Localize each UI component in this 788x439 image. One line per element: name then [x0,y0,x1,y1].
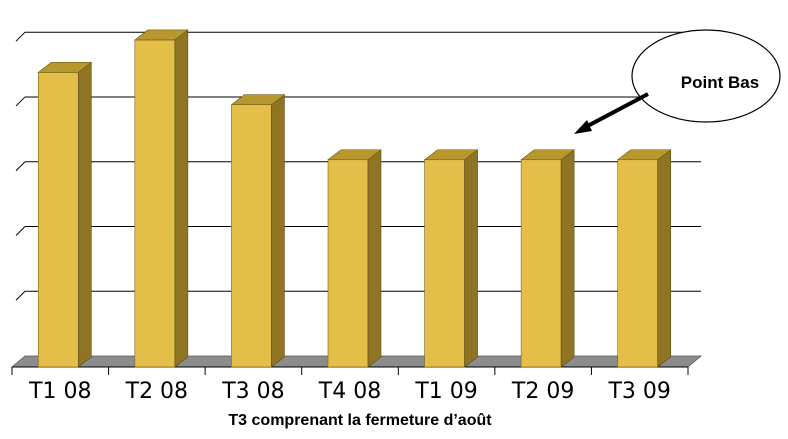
bar-top [423,149,479,161]
bar-top [230,94,286,106]
y-tick-5 [15,31,26,42]
bar-side [560,149,575,368]
x-tick-label: T3 09 [607,379,670,404]
bar-t1-08 [37,61,93,368]
bar-side [271,94,285,368]
bar-front [231,104,272,368]
bar-front [37,72,79,368]
bar-front [134,39,176,368]
x-tick-label: T2 09 [511,379,574,404]
bar-top [327,149,382,161]
y-tick-4 [15,96,26,107]
bar-front [617,159,659,368]
point-bas-callout: Point Bas [574,29,781,134]
bar-top [520,149,576,161]
bar-front [520,159,562,368]
bar-top [133,29,189,41]
bar-t4-08 [327,149,382,368]
bars [37,29,672,368]
callout-ellipse [631,29,781,123]
bar-t2-08 [133,29,189,368]
callout-arrowhead [574,120,592,134]
bar-t3-09 [616,149,672,368]
bar-side [367,149,382,368]
bar-side [77,61,92,368]
x-tick-label: T2 08 [125,379,188,404]
x-tick-label: T1 09 [414,379,477,404]
x-tick-label: T4 08 [318,379,381,404]
bar-front [424,159,465,368]
callout-label: Point Bas [681,73,759,92]
bar-t3-08 [230,94,286,368]
bar-front [327,159,369,368]
bar-top [616,149,672,161]
y-tick-3 [15,161,26,172]
x-tick-labels: T1 08 T2 08 T3 08 T4 08 T1 09 T2 09 T3 09 [28,379,671,404]
x-axis-caption: T3 comprenant la fermeture d’août [228,412,492,429]
bar-side [657,149,672,368]
bar-t1-09 [423,149,479,368]
bar-side [464,149,478,368]
x-tick-label: T3 08 [221,379,284,404]
bar-side [174,29,189,368]
y-tick-2 [15,226,26,236]
bar-t2-09 [520,149,576,368]
callout-arrow [579,92,649,132]
bar-top [37,62,93,73]
x-tick-label: T1 08 [28,379,91,404]
y-tick-1 [15,290,26,301]
